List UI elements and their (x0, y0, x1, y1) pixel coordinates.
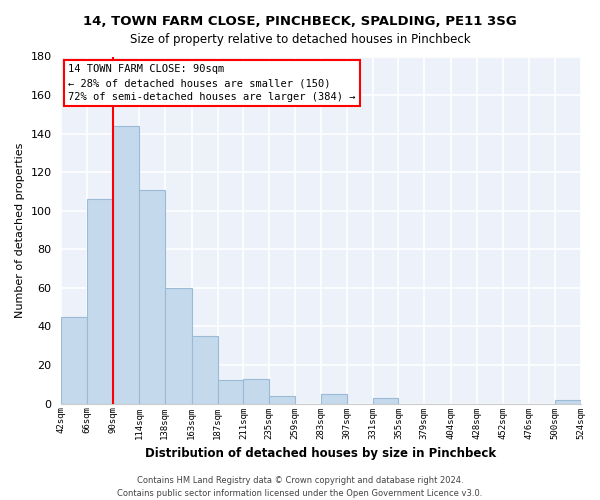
Bar (139, 190, 165, 404)
Text: 14 TOWN FARM CLOSE: 90sqm
← 28% of detached houses are smaller (150)
72% of semi: 14 TOWN FARM CLOSE: 90sqm ← 28% of detac… (68, 64, 355, 102)
Y-axis label: Number of detached properties: Number of detached properties (15, 142, 25, 318)
Bar (192, 336, 218, 404)
Text: Contains HM Land Registry data © Crown copyright and database right 2024.
Contai: Contains HM Land Registry data © Crown c… (118, 476, 482, 498)
Text: Size of property relative to detached houses in Pinchbeck: Size of property relative to detached ho… (130, 32, 470, 46)
Bar (87, 199, 113, 404)
Bar (113, 126, 139, 404)
Bar (61, 317, 87, 404)
Bar (321, 394, 347, 404)
Bar (218, 380, 244, 404)
Bar (244, 378, 269, 404)
Bar (165, 288, 192, 404)
Bar (554, 400, 581, 404)
Bar (269, 396, 295, 404)
X-axis label: Distribution of detached houses by size in Pinchbeck: Distribution of detached houses by size … (145, 447, 497, 460)
Bar (373, 398, 398, 404)
Text: 14, TOWN FARM CLOSE, PINCHBECK, SPALDING, PE11 3SG: 14, TOWN FARM CLOSE, PINCHBECK, SPALDING… (83, 15, 517, 28)
